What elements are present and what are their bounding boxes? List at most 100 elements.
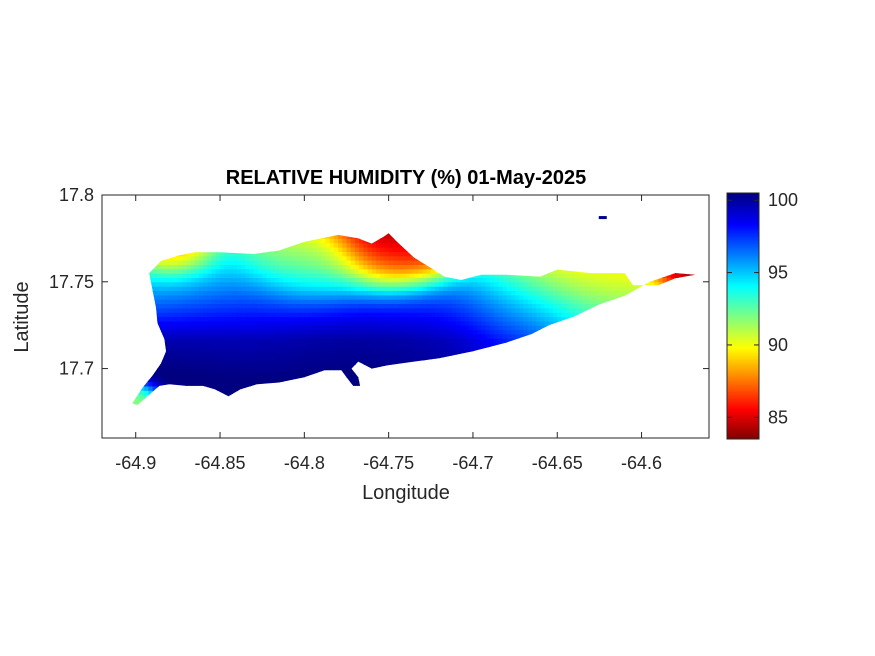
field-cell	[397, 338, 402, 344]
field-cell	[300, 273, 305, 278]
field-cell	[228, 268, 234, 274]
field-cell	[350, 268, 356, 274]
field-cell	[426, 333, 432, 339]
field-cell	[262, 264, 267, 270]
field-cell	[464, 299, 470, 304]
field-cell	[177, 286, 183, 291]
field-cell	[241, 299, 246, 304]
field-cell	[152, 277, 158, 283]
field-cell	[300, 351, 305, 357]
field-cell	[258, 377, 263, 383]
field-cell	[220, 303, 225, 309]
field-cell	[165, 351, 170, 357]
field-cell	[291, 355, 297, 361]
field-cell	[472, 329, 478, 335]
field-cell	[380, 247, 385, 252]
field-cell	[333, 255, 339, 261]
field-cell	[249, 268, 255, 274]
field-cell	[182, 290, 187, 296]
field-cell	[190, 359, 196, 365]
field-cell	[325, 355, 331, 361]
field-cell	[220, 251, 225, 257]
field-cell	[371, 359, 377, 365]
field-cell	[228, 290, 234, 296]
field-cell	[194, 281, 200, 287]
field-cell	[295, 312, 301, 318]
field-cell	[274, 359, 280, 365]
field-cell	[207, 355, 213, 361]
field-cell	[472, 281, 478, 287]
field-cell	[388, 281, 394, 287]
field-cell	[325, 303, 331, 309]
field-cell	[392, 351, 398, 357]
field-cell	[232, 385, 238, 391]
field-cell	[388, 359, 394, 365]
field-cell	[274, 364, 280, 370]
field-cell	[228, 372, 234, 378]
field-cell	[203, 364, 208, 370]
field-cell	[388, 316, 394, 322]
field-cell	[363, 251, 369, 257]
field-cell	[426, 277, 432, 283]
field-cell	[401, 247, 407, 252]
field-cell	[169, 281, 175, 287]
field-cell	[190, 290, 196, 296]
field-cell	[312, 303, 318, 309]
field-cell	[371, 342, 377, 348]
field-cell	[258, 303, 263, 309]
field-cell	[371, 286, 377, 291]
field-cell	[211, 303, 217, 309]
field-cell	[173, 320, 179, 326]
field-cell	[190, 329, 196, 335]
field-cell	[472, 307, 478, 313]
field-cell	[367, 312, 373, 318]
field-cell	[177, 303, 183, 309]
field-cell	[232, 320, 238, 326]
field-cell	[152, 372, 158, 378]
field-cell	[308, 355, 314, 361]
field-cell	[308, 329, 314, 335]
field-cell	[384, 359, 390, 365]
field-cell	[236, 385, 242, 391]
field-cell	[426, 303, 432, 309]
field-cell	[418, 273, 423, 278]
field-cell	[203, 359, 208, 365]
field-cell	[346, 346, 352, 352]
field-cell	[397, 251, 402, 257]
field-cell	[262, 368, 267, 374]
field-cell	[287, 351, 293, 357]
field-cell	[215, 255, 221, 261]
field-cell	[359, 316, 364, 322]
field-cell	[447, 316, 453, 322]
field-cell	[228, 320, 234, 326]
field-cell	[241, 381, 246, 387]
field-cell	[270, 294, 276, 300]
field-cell	[236, 255, 242, 261]
field-cell	[422, 277, 428, 283]
field-cell	[418, 346, 423, 352]
field-cell	[354, 307, 360, 313]
field-cell	[173, 299, 179, 304]
field-cell	[405, 268, 411, 274]
field-cell	[401, 303, 407, 309]
field-cell	[464, 338, 470, 344]
field-cell	[295, 255, 301, 261]
field-cell	[413, 281, 419, 287]
field-cell	[346, 372, 352, 378]
field-cell	[392, 260, 398, 265]
field-cell	[468, 329, 474, 335]
field-cell	[194, 260, 200, 265]
field-cell	[190, 338, 196, 344]
field-cell	[165, 303, 170, 309]
field-cell	[169, 307, 175, 313]
field-cell	[165, 320, 170, 326]
field-cell	[262, 338, 267, 344]
field-cell	[186, 325, 192, 331]
field-cell	[253, 381, 259, 387]
field-cell	[354, 242, 360, 248]
field-cell	[291, 286, 297, 291]
field-cell	[435, 303, 440, 309]
field-cell	[182, 299, 187, 304]
field-cell	[236, 381, 242, 387]
field-cell	[367, 329, 373, 335]
